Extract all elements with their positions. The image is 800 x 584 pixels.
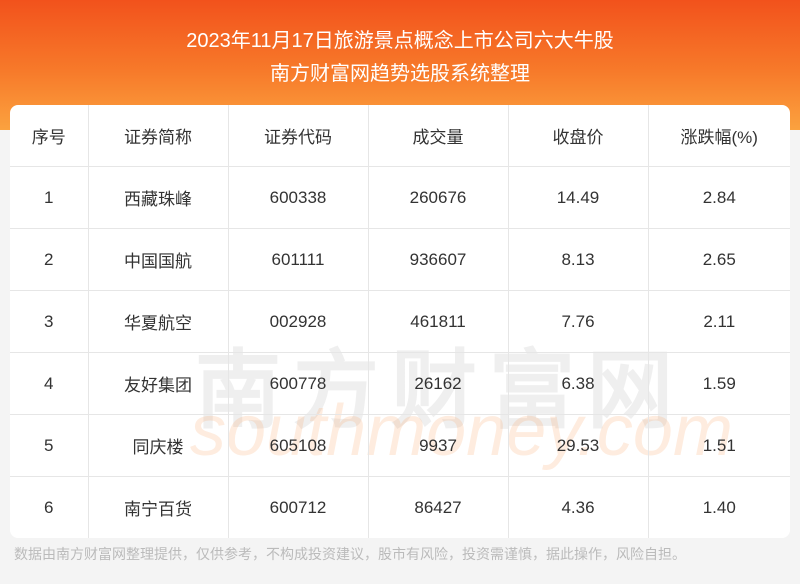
table-cell: 7.76 <box>508 290 649 353</box>
table-cell: 华夏航空 <box>88 290 229 353</box>
table-row: 5 同庆楼 605108 9937 29.53 1.51 <box>10 414 790 477</box>
table-cell: 2.11 <box>648 290 790 353</box>
subtitle: 南方财富网趋势选股系统整理 <box>270 63 530 85</box>
table-row: 6 南宁百货 600712 86427 4.36 1.40 <box>10 476 790 538</box>
table-cell: 中国国航 <box>88 228 229 291</box>
table-cell: 2.65 <box>648 228 790 291</box>
table-cell: 29.53 <box>508 414 649 477</box>
column-header: 证券简称 <box>88 105 229 167</box>
table-cell: 南宁百货 <box>88 476 229 538</box>
header-row: 序号 证券简称 证券代码 成交量 收盘价 涨跌幅(%) <box>10 105 790 167</box>
table-cell: 002928 <box>228 290 369 353</box>
table-cell: 26162 <box>368 352 509 415</box>
table-body: 1 西藏珠峰 600338 260676 14.49 2.84 2 中国国航 601111 936… <box>10 166 790 538</box>
column-header: 收盘价 <box>508 105 649 167</box>
table-cell: 936607 <box>368 228 509 291</box>
table-cell: 605108 <box>228 414 369 477</box>
table-cell: 5 <box>10 414 89 477</box>
table-cell: 600778 <box>228 352 369 415</box>
table-cell: 601111 <box>228 228 369 291</box>
table-cell: 600338 <box>228 166 369 229</box>
table-row: 3 华夏航空 002928 461811 7.76 2.11 <box>10 290 790 353</box>
table-cell: 3 <box>10 290 89 353</box>
table-cell: 友好集团 <box>88 352 229 415</box>
table-cell: 2 <box>10 228 89 291</box>
table-cell: 西藏珠峰 <box>88 166 229 229</box>
table-cell: 2.84 <box>648 166 790 229</box>
disclaimer: 数据由南方财富网整理提供，仅供参考，不构成投资建议，股市有风险，投资需谨慎，据此… <box>14 546 686 562</box>
table-cell: 同庆楼 <box>88 414 229 477</box>
table-cell: 6 <box>10 476 89 538</box>
table-card: 南方财富网 southmoney.com 序号 证券简称 证券代码 成交量 收盘价 涨跌幅… <box>10 105 790 538</box>
table-row: 1 西藏珠峰 600338 260676 14.49 2.84 <box>10 166 790 229</box>
column-header: 序号 <box>10 105 89 167</box>
table-cell: 9937 <box>368 414 509 477</box>
column-header: 证券代码 <box>228 105 369 167</box>
table-cell: 4 <box>10 352 89 415</box>
table-cell: 260676 <box>368 166 509 229</box>
table-cell: 8.13 <box>508 228 649 291</box>
column-header: 涨跌幅(%) <box>648 105 790 167</box>
table-cell: 1.59 <box>648 352 790 415</box>
table-cell: 1 <box>10 166 89 229</box>
table-cell: 6.38 <box>508 352 649 415</box>
table-row: 2 中国国航 601111 936607 8.13 2.65 <box>10 228 790 291</box>
title: 2023年11月17日旅游景点概念上市公司六大牛股 <box>186 30 614 52</box>
table-cell: 600712 <box>228 476 369 538</box>
table-cell: 86427 <box>368 476 509 538</box>
stock-table: 序号 证券简称 证券代码 成交量 收盘价 涨跌幅(%) 1 西藏珠峰 600338 260676… <box>10 105 790 538</box>
table-cell: 14.49 <box>508 166 649 229</box>
column-header: 成交量 <box>368 105 509 167</box>
table-cell: 1.51 <box>648 414 790 477</box>
table-row: 4 友好集团 600778 26162 6.38 1.59 <box>10 352 790 415</box>
table-cell: 4.36 <box>508 476 649 538</box>
table-cell: 1.40 <box>702 497 736 517</box>
table-cell: 461811 <box>368 290 509 353</box>
